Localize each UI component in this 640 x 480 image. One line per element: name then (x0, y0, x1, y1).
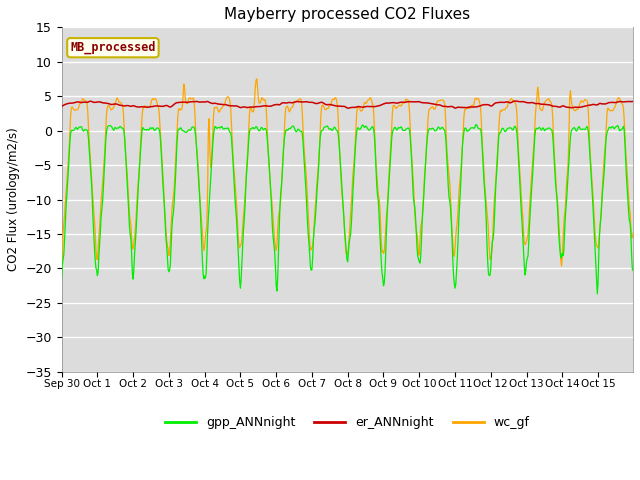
Title: Mayberry processed CO2 Fluxes: Mayberry processed CO2 Fluxes (224, 7, 470, 22)
Legend: gpp_ANNnight, er_ANNnight, wc_gf: gpp_ANNnight, er_ANNnight, wc_gf (160, 411, 535, 434)
Text: MB_processed: MB_processed (70, 41, 156, 54)
Y-axis label: CO2 Flux (urology/m2/s): CO2 Flux (urology/m2/s) (7, 128, 20, 271)
